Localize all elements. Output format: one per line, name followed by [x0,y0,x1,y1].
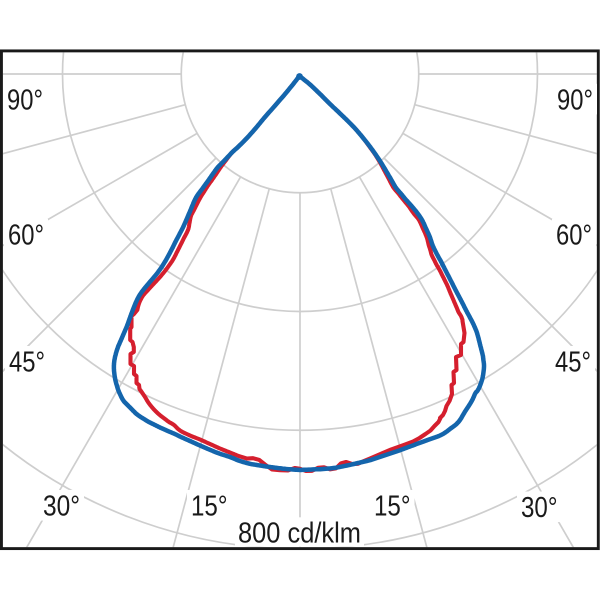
svg-text:60°: 60° [556,219,592,251]
svg-text:15°: 15° [374,491,411,523]
svg-text:45°: 45° [555,347,591,379]
svg-text:15°: 15° [191,491,228,523]
svg-text:90°: 90° [7,84,43,116]
svg-text:60°: 60° [8,219,44,251]
svg-text:90°: 90° [557,84,593,116]
svg-text:800 cd/klm: 800 cd/klm [238,518,361,550]
svg-text:45°: 45° [9,347,45,379]
svg-text:30°: 30° [521,492,558,524]
svg-text:30°: 30° [43,491,80,523]
